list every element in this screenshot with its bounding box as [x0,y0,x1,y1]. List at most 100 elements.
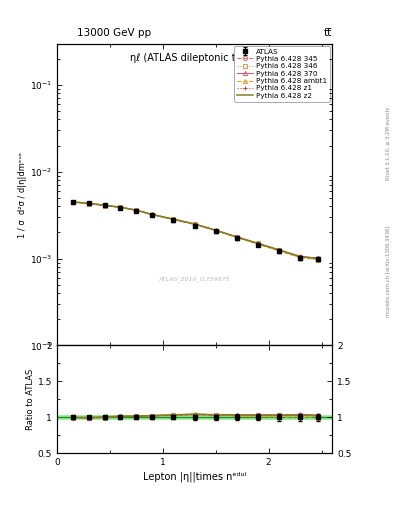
Pythia 6.428 370 [86,200,91,206]
Pythia 6.428 z1 [86,201,91,207]
Line: Pythia 6.428 345: Pythia 6.428 345 [71,200,320,261]
Pythia 6.428 345 [171,217,176,223]
Pythia 6.428 370 [118,204,123,210]
Pythia 6.428 345 [235,234,239,240]
Pythia 6.428 ambt1 [118,204,123,210]
Pythia 6.428 z2 [256,241,261,247]
Pythia 6.428 345 [316,255,321,262]
Pythia 6.428 ambt1 [86,200,91,206]
Pythia 6.428 346 [256,241,261,247]
Pythia 6.428 346 [86,201,91,207]
Pythia 6.428 370 [70,199,75,205]
Pythia 6.428 z1 [298,253,303,260]
Pythia 6.428 z1 [70,199,75,205]
Pythia 6.428 z2 [118,204,123,210]
Pythia 6.428 345 [298,253,303,260]
Pythia 6.428 z1 [171,217,176,223]
Line: Pythia 6.428 ambt1: Pythia 6.428 ambt1 [71,200,320,262]
Pythia 6.428 ambt1 [298,254,303,261]
Pythia 6.428 z2 [150,211,154,218]
Pythia 6.428 z2 [235,234,239,240]
Pythia 6.428 346 [134,207,139,214]
Line: Pythia 6.428 346: Pythia 6.428 346 [71,200,320,261]
Pythia 6.428 z2 [192,221,197,227]
X-axis label: Lepton |η||times nᵉᵈᵘᴵ: Lepton |η||times nᵉᵈᵘᴵ [143,471,246,482]
Pythia 6.428 z1 [102,202,107,208]
Pythia 6.428 345 [256,241,261,247]
Pythia 6.428 346 [102,202,107,208]
Pythia 6.428 346 [235,234,239,240]
Pythia 6.428 370 [277,247,281,253]
Pythia 6.428 z1 [213,227,218,233]
Pythia 6.428 370 [298,253,303,260]
Pythia 6.428 346 [118,204,123,210]
Pythia 6.428 346 [192,221,197,227]
Pythia 6.428 z1 [192,221,197,227]
Pythia 6.428 ambt1 [70,199,75,205]
Line: Pythia 6.428 z2: Pythia 6.428 z2 [73,202,318,259]
Pythia 6.428 z2 [316,255,321,262]
Pythia 6.428 ambt1 [134,207,139,213]
Pythia 6.428 z2 [102,202,107,208]
Pythia 6.428 z2 [213,227,218,233]
Pythia 6.428 z1 [316,255,321,262]
Pythia 6.428 346 [70,199,75,205]
Pythia 6.428 346 [150,211,154,218]
Pythia 6.428 370 [213,227,218,233]
Pythia 6.428 ambt1 [102,202,107,208]
Pythia 6.428 z2 [298,253,303,260]
Text: Rivet 3.1.10, ≥ 3.2M events: Rivet 3.1.10, ≥ 3.2M events [386,106,391,180]
Pythia 6.428 z1 [150,211,154,218]
Text: 13000 GeV pp: 13000 GeV pp [77,28,151,38]
Pythia 6.428 370 [316,255,321,261]
Pythia 6.428 370 [102,202,107,208]
Line: Pythia 6.428 370: Pythia 6.428 370 [71,200,320,260]
Pythia 6.428 ambt1 [235,234,239,241]
Pythia 6.428 345 [192,221,197,227]
Pythia 6.428 345 [277,247,281,253]
Pythia 6.428 345 [70,199,75,205]
Pythia 6.428 370 [171,216,176,222]
Pythia 6.428 z1 [118,204,123,210]
Pythia 6.428 370 [256,240,261,246]
Pythia 6.428 z2 [86,200,91,206]
Pythia 6.428 370 [134,207,139,214]
Y-axis label: Ratio to ATLAS: Ratio to ATLAS [26,369,35,430]
Text: ηℓ (ATLAS dileptonic ttbar): ηℓ (ATLAS dileptonic ttbar) [130,53,259,62]
Pythia 6.428 370 [192,221,197,227]
Pythia 6.428 ambt1 [150,211,154,218]
Text: tt̅: tt̅ [324,28,332,38]
Pythia 6.428 345 [150,211,154,218]
Pythia 6.428 345 [102,202,107,208]
Pythia 6.428 z1 [277,247,281,253]
Pythia 6.428 ambt1 [192,221,197,227]
Pythia 6.428 z1 [256,241,261,247]
Pythia 6.428 ambt1 [316,257,321,263]
Pythia 6.428 345 [86,201,91,207]
Pythia 6.428 346 [213,227,218,233]
Pythia 6.428 ambt1 [171,216,176,222]
Pythia 6.428 370 [235,233,239,240]
Y-axis label: 1 / σ  d²σ / d|η|dmᵉᵘᵉ: 1 / σ d²σ / d|η|dmᵉᵘᵉ [18,152,27,238]
Pythia 6.428 z2 [171,216,176,222]
Pythia 6.428 ambt1 [277,248,281,254]
Pythia 6.428 z1 [134,207,139,214]
Pythia 6.428 ambt1 [213,227,218,233]
Pythia 6.428 345 [213,227,218,233]
Pythia 6.428 z1 [235,234,239,240]
Text: ATLAS_2019_I1759875: ATLAS_2019_I1759875 [159,276,230,282]
Pythia 6.428 346 [298,253,303,260]
Legend: ATLAS, Pythia 6.428 345, Pythia 6.428 346, Pythia 6.428 370, Pythia 6.428 ambt1,: ATLAS, Pythia 6.428 345, Pythia 6.428 34… [234,46,330,102]
Pythia 6.428 z2 [70,199,75,205]
Pythia 6.428 ambt1 [256,241,261,247]
Line: Pythia 6.428 z1: Pythia 6.428 z1 [70,200,321,261]
Text: mcplots.cern.ch [arXiv:1306.3436]: mcplots.cern.ch [arXiv:1306.3436] [386,226,391,317]
Bar [57,415,332,420]
Pythia 6.428 346 [316,255,321,262]
Pythia 6.428 z2 [134,207,139,214]
Pythia 6.428 370 [150,211,154,218]
Pythia 6.428 345 [118,204,123,210]
Pythia 6.428 346 [277,247,281,253]
Pythia 6.428 z2 [277,247,281,253]
Pythia 6.428 345 [134,207,139,214]
